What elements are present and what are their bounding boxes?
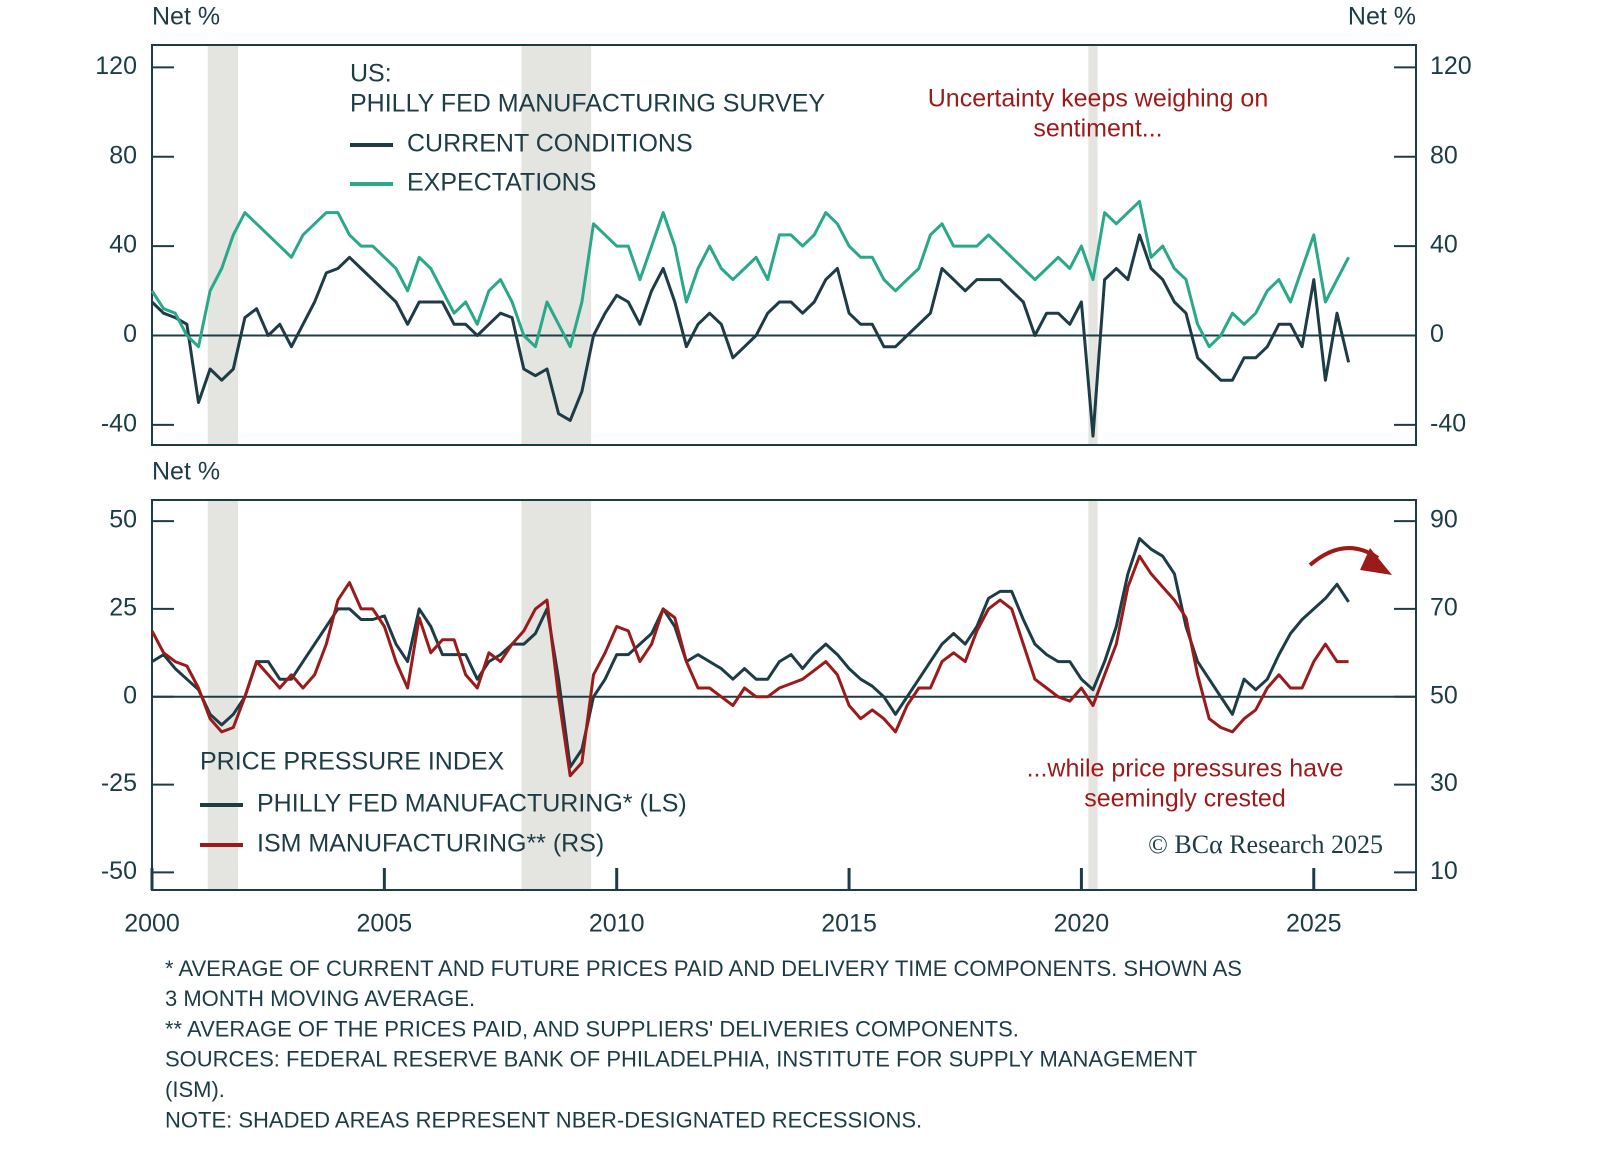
series-line: [150, 199, 1350, 349]
annotation: seemingly crested: [1084, 785, 1285, 813]
y-tick-label: -25: [101, 769, 137, 797]
annotation: sentiment...: [1033, 115, 1162, 143]
y2-tick-label: 80: [1430, 141, 1458, 169]
y2-axis-label: Net %: [1348, 3, 1416, 31]
arrow-head: [1360, 548, 1392, 575]
footnote: (ISM).: [165, 1077, 225, 1102]
legend-label: ISM MANUFACTURING** (RS): [257, 830, 604, 858]
y-tick-label: 40: [109, 231, 137, 259]
series-line: [151, 537, 1350, 769]
annotation: ...while price pressures have: [1027, 755, 1344, 783]
recession-shade: [1088, 45, 1098, 445]
plot-frame: [151, 44, 1417, 446]
footnote: NOTE: SHADED AREAS REPRESENT NBER-DESIGN…: [165, 1107, 922, 1132]
x-tick-label: 2015: [821, 910, 877, 938]
x-tick-label: 2010: [589, 910, 645, 938]
legend-label: PHILLY FED MANUFACTURING* (LS): [257, 790, 687, 818]
legend-title: PHILLY FED MANUFACTURING SURVEY: [350, 90, 825, 118]
x-tick-label: 2020: [1054, 910, 1110, 938]
x-tick-label: 2000: [124, 910, 180, 938]
y2-tick-label: 0: [1430, 320, 1444, 348]
series-line: [150, 233, 1351, 438]
annotation: Uncertainty keeps weighing on: [928, 85, 1268, 113]
legend-label: EXPECTATIONS: [407, 169, 596, 197]
footnote: * AVERAGE OF CURRENT AND FUTURE PRICES P…: [165, 956, 1242, 981]
x-tick-label: 2005: [357, 910, 413, 938]
y-axis-label: Net %: [152, 458, 220, 486]
y-tick-label: 0: [123, 320, 137, 348]
y-axis-label: Net %: [152, 3, 220, 31]
y-tick-label: 50: [109, 506, 137, 534]
plot-frame: [151, 499, 1417, 891]
y2-tick-label: 40: [1430, 231, 1458, 259]
footnote: 3 MONTH MOVING AVERAGE.: [165, 986, 475, 1011]
x-tick-label: 2025: [1286, 910, 1342, 938]
y2-tick-label: 90: [1430, 506, 1458, 534]
y2-tick-label: 10: [1430, 857, 1458, 885]
y2-tick-label: 120: [1430, 52, 1472, 80]
recession-shade: [521, 45, 592, 445]
y2-tick-label: 50: [1430, 681, 1458, 709]
y2-tick-label: 30: [1430, 769, 1458, 797]
legend-label: CURRENT CONDITIONS: [407, 130, 693, 158]
legend-title: PRICE PRESSURE INDEX: [200, 748, 505, 776]
y-tick-label: 80: [109, 141, 137, 169]
credit: © BCα Research 2025: [1148, 830, 1383, 859]
y-tick-label: 25: [109, 594, 137, 622]
y-tick-label: -40: [101, 409, 137, 437]
y2-tick-label: 70: [1430, 594, 1458, 622]
recession-shade: [207, 45, 238, 445]
y-tick-label: -50: [101, 857, 137, 885]
y-tick-label: 0: [123, 681, 137, 709]
legend-title: US:: [350, 60, 392, 88]
recession-shade: [207, 500, 238, 890]
recession-shade: [1088, 500, 1098, 890]
y-tick-label: 120: [95, 52, 137, 80]
footnote: SOURCES: FEDERAL RESERVE BANK OF PHILADE…: [165, 1047, 1197, 1072]
footnote: ** AVERAGE OF THE PRICES PAID, AND SUPPL…: [165, 1016, 1019, 1041]
recession-shade: [521, 500, 592, 890]
series-line: [150, 554, 1349, 778]
y2-tick-label: -40: [1430, 409, 1466, 437]
